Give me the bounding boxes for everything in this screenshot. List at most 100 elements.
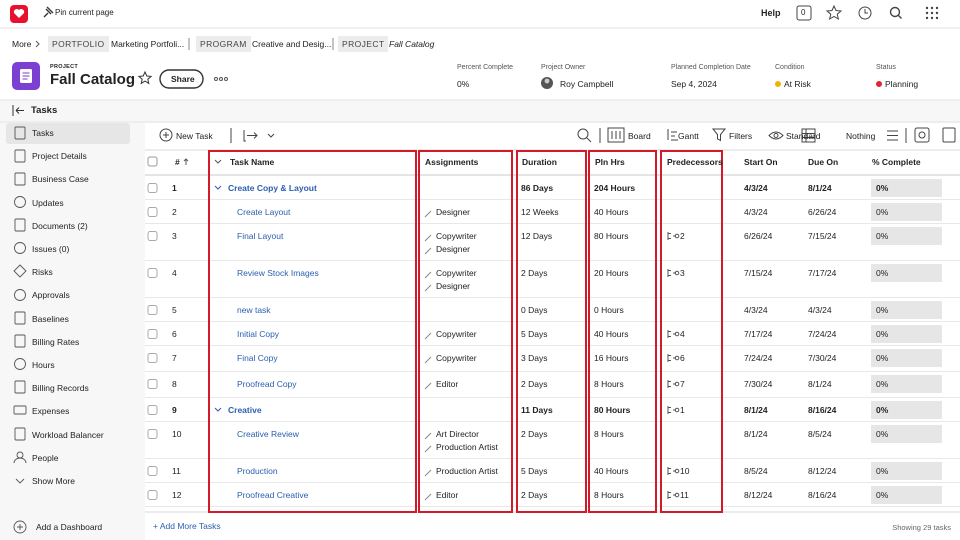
notification-count[interactable]: 0	[801, 8, 806, 17]
sidebar-item[interactable]: Issues (0)	[32, 244, 70, 254]
predecessor-icon	[674, 233, 680, 239]
assign-icon	[424, 247, 432, 255]
due-date: 7/15/24	[808, 231, 837, 241]
planned-hours: 8 Hours	[594, 490, 624, 500]
predecessor-icon	[674, 381, 680, 387]
percent-complete: 0%	[876, 490, 889, 500]
breadcrumb-tag[interactable]: PROGRAM	[196, 36, 251, 52]
assignment: Editor	[436, 379, 459, 389]
field-label: Project Owner	[541, 64, 586, 71]
percent-complete: 0%	[876, 231, 889, 241]
due-date: 8/5/24	[808, 429, 832, 439]
add-dashboard[interactable]: Add a Dashboard	[36, 522, 103, 532]
due-date: 4/3/24	[808, 305, 832, 315]
duration: 2 Days	[521, 490, 548, 500]
expand-caret	[214, 407, 222, 412]
sidebar-item[interactable]: Baselines	[32, 313, 69, 324]
toolbar-new-task[interactable]: New Task	[176, 131, 213, 141]
task-name[interactable]: Final Layout	[237, 231, 284, 241]
sidebar-item[interactable]: Expenses	[32, 406, 70, 417]
duration: 3 Days	[521, 353, 548, 363]
sidebar-item[interactable]: Billing Rates	[32, 336, 80, 347]
predecessor-icon	[667, 491, 676, 499]
breadcrumb-tag[interactable]: PROJECT	[338, 36, 389, 52]
pin-page[interactable]: Pin current page	[55, 8, 114, 17]
sidebar-item[interactable]: Workload Balancer	[32, 429, 104, 440]
row-number: 12	[172, 490, 182, 500]
breadcrumb-link[interactable]: Fall Catalog	[389, 39, 435, 49]
duration: 11 Days	[521, 405, 553, 415]
row-checkbox	[147, 379, 158, 389]
sidebar-item[interactable]: Billing Records	[32, 383, 89, 394]
sidebar-item[interactable]: Show More	[32, 476, 75, 486]
help[interactable]: Help	[761, 8, 781, 18]
toolbar-gantt[interactable]: Gantt	[678, 131, 699, 141]
breadcrumb-link[interactable]: Creative and Desig...	[252, 39, 332, 49]
sidebar-item[interactable]: People	[32, 452, 59, 463]
task-name[interactable]: Review Stock Images	[237, 268, 319, 278]
planned-hours: 40 Hours	[594, 329, 629, 339]
sidebar-item[interactable]: Hours	[32, 360, 55, 370]
add-more-tasks[interactable]: + Add More Tasks	[153, 521, 221, 531]
share-button[interactable]: Share	[171, 74, 195, 84]
assignment: Production Artist	[436, 442, 498, 452]
predecessor-icon	[667, 269, 676, 277]
field-label: Planned Completion Date	[671, 64, 751, 71]
task-name[interactable]: new task	[237, 305, 271, 315]
percent-complete: 0%	[876, 379, 889, 389]
duration: 2 Days	[521, 429, 548, 439]
field-value: At Risk	[784, 79, 811, 89]
predecessor: 3	[680, 268, 685, 278]
column-header: Due On	[808, 157, 839, 167]
assign-icon	[424, 210, 432, 218]
planned-hours: 80 Hours	[594, 231, 629, 241]
sidebar-item[interactable]: Approvals	[32, 290, 70, 301]
start-date: 4/3/24	[744, 305, 768, 315]
predecessor: 2	[680, 231, 685, 241]
task-name[interactable]: Proofread Copy	[237, 379, 297, 389]
due-date: 7/30/24	[808, 353, 837, 363]
task-name[interactable]: Creative	[228, 405, 262, 415]
sidebar-item[interactable]: Documents (2)	[32, 220, 88, 231]
predecessor-icon	[674, 492, 680, 498]
sidebar-item[interactable]: Project Details	[32, 151, 87, 162]
task-name[interactable]: Production	[237, 466, 278, 476]
duration: 12 Weeks	[521, 207, 559, 217]
percent-complete: 0%	[876, 329, 889, 339]
duration: 2 Days	[521, 379, 548, 389]
task-name[interactable]: Proofread Creative	[237, 490, 309, 500]
sidebar-item[interactable]: Risks	[32, 267, 53, 278]
row-number: 3	[172, 231, 177, 241]
assignment: Copywriter	[436, 268, 477, 278]
toolbar-nothing[interactable]: Nothing	[846, 131, 876, 141]
sidebar-item[interactable]: Business Case	[32, 174, 89, 185]
field-label: Percent Complete	[457, 64, 514, 71]
breadcrumb-link[interactable]: Marketing Portfoli...	[111, 39, 185, 49]
field-label: Condition	[775, 64, 805, 71]
planned-hours: 16 Hours	[594, 353, 629, 363]
task-name[interactable]: Create Copy & Layout	[228, 183, 317, 193]
sidebar-item[interactable]: Updates	[32, 197, 64, 208]
predecessor: 10	[680, 466, 690, 476]
assignment: Production Artist	[436, 466, 498, 476]
toolbar-board[interactable]: Board	[628, 131, 651, 141]
predecessor-icon	[674, 468, 680, 474]
due-date: 8/1/24	[808, 379, 832, 389]
breadcrumb-tag[interactable]: PORTFOLIO	[48, 36, 109, 52]
toolbar-standard[interactable]: Standard	[786, 131, 821, 141]
percent-complete: 0%	[876, 268, 889, 278]
task-name[interactable]: Creative Review	[237, 429, 299, 439]
row-number: 8	[172, 379, 177, 389]
field-value: 0%	[457, 79, 470, 89]
row-number: 7	[172, 353, 177, 363]
predecessor: 1	[680, 405, 685, 415]
task-name[interactable]: Final Copy	[237, 353, 278, 363]
due-date: 8/16/24	[808, 490, 837, 500]
assign-icon	[424, 356, 432, 364]
planned-hours: 20 Hours	[594, 268, 629, 278]
toolbar-filters[interactable]: Filters	[729, 131, 753, 141]
task-name[interactable]: Create Layout	[237, 207, 291, 217]
breadcrumb-more[interactable]: More	[12, 39, 32, 49]
sidebar-item[interactable]: Tasks	[32, 128, 54, 138]
task-name[interactable]: Initial Copy	[237, 329, 280, 339]
